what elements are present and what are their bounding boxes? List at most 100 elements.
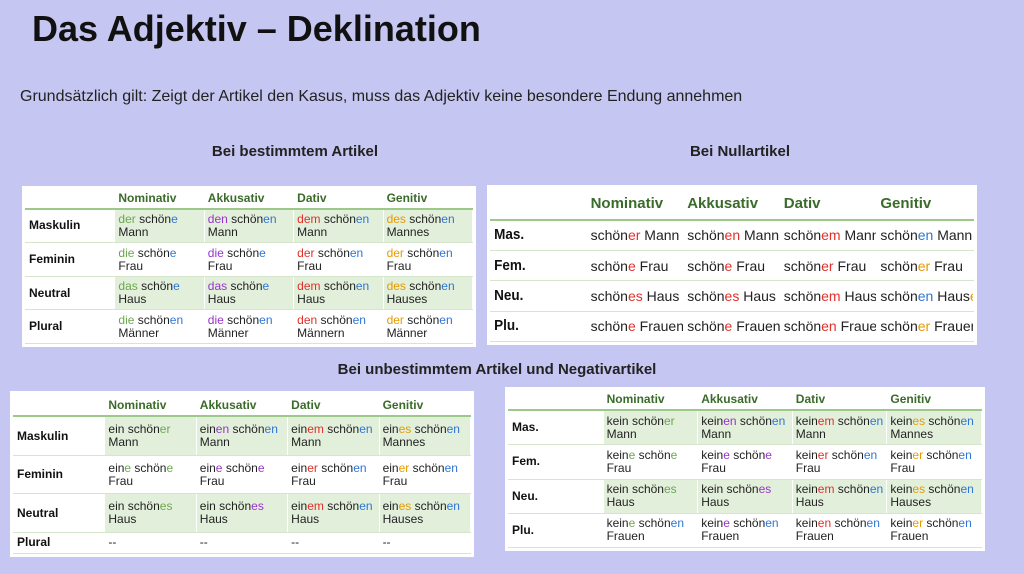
text: schön [729,447,766,462]
ending: em [817,482,835,497]
ending: en [444,460,458,475]
corner-cell [24,188,116,210]
row-label: Feminin [24,242,116,277]
row-label: Plural [24,309,116,344]
ending: es [912,413,926,428]
text: Mann [118,224,149,239]
text: schön [831,516,867,531]
text: schön [134,245,170,260]
ending: en [352,312,366,327]
row-label: Plu. [490,310,578,343]
text: Frau [890,460,916,475]
text: Mannes [382,435,426,450]
text: Mann [640,227,680,244]
cell: einer schönen Frau [287,454,380,495]
text: ein [291,499,308,514]
cell: schönen Mannes [876,219,974,252]
ending: e [724,257,733,274]
row-label: Neutral [24,275,116,311]
ending: en [869,482,884,497]
ending: en [359,422,373,437]
text: ein schön [108,499,160,514]
ending: es [398,499,412,514]
cell: -- [195,531,289,555]
text: schön [834,482,870,497]
ending: der [386,312,404,327]
ending: en [353,460,367,475]
cell: der schönen Männer [382,309,474,344]
ending: en [958,447,972,462]
ending: e [173,279,180,294]
ending: e [262,279,270,294]
ending: die [207,245,224,260]
text: schön [925,482,961,497]
row: Plural die schönen Männer die schönen Männ… [24,309,474,344]
cell: schöne Frau [683,250,781,282]
table-heading: Bei Nullartikel [689,143,791,160]
title: Das Adjektiv – Deklination [32,8,481,49]
header-row: Nominativ Akkusativ Dativ Genitiv [24,188,474,210]
text: Mann [199,435,230,450]
ending: en [771,413,786,428]
text: Frauen [635,318,684,335]
cell: ein schönes Haus [195,493,289,533]
row: Neutral das schöne Haus das schöne Haus dem… [24,275,474,311]
cell: der schönen Frau [382,242,474,277]
text: schön [687,288,725,305]
ending: der [386,245,404,260]
ending: en [866,516,880,531]
ending: em [821,288,841,305]
grid: Nominativ Akkusativ Dativ Genitiv Mas. kein s… [508,389,982,549]
cell: schönen Hauses [876,280,974,312]
intro: Grundsätzlich gilt: Zeigt der Artikel de… [20,88,743,105]
ending: er [912,447,924,462]
text: Mann [933,227,973,244]
text: schön [135,211,172,226]
text: Frau [382,473,408,488]
column-header: Nominativ [104,394,197,418]
column-header: Nominativ [586,187,685,221]
cell: einer schönen Frau [378,454,472,495]
corner-cell [12,394,106,418]
text: Mann [701,426,732,441]
text: schön [223,312,260,327]
text: Haus [933,288,970,305]
cell: schönes Haus [683,280,781,312]
ending: er [398,460,410,475]
ending: e [724,318,733,335]
ending: den [297,312,318,327]
text: Frau [833,257,867,274]
ending: en [958,516,972,531]
column-header: Genitiv [886,389,982,411]
row: Neu. kein schönes Haus kein schönes Haus ke… [508,478,982,514]
ending: der [118,211,136,226]
row-label: Neu. [490,280,578,312]
row: Plu. keine schönen Frauen keine schönen Fr… [508,512,982,549]
column-header: Akkusativ [195,394,289,418]
header-row: Nominativ Akkusativ Dativ Genitiv [12,394,472,418]
cell: eine schöne Frau [104,454,197,495]
text: schön [227,211,264,226]
text: ein [108,460,125,475]
cell: keinen schönen Mann [697,409,793,446]
cell: keiner schönen Frauen [886,512,982,549]
text: Haus [840,288,877,305]
text: Frau [701,460,726,475]
table-heading: Bei bestimmtem Artikel [211,143,379,160]
ending: e [627,257,636,274]
corner-cell [490,187,588,221]
ending: es [758,482,772,497]
text: Frau [291,473,316,488]
ending: en [863,447,878,462]
text: Frau [732,257,766,274]
column-header: Nominativ [602,389,699,411]
column-header: Dativ [779,187,878,221]
text: Haus [739,288,776,305]
ending: e [166,460,174,475]
grid: Nominativ Akkusativ Dativ Genitiv Maskulin de… [24,188,474,344]
row: Feminin eine schöne Frau eine schöne Frau e… [12,454,472,495]
ending: en [765,516,779,531]
text: kein [795,516,818,531]
cell: keinem schönen Haus [791,478,888,514]
text: Frauen [890,529,929,544]
